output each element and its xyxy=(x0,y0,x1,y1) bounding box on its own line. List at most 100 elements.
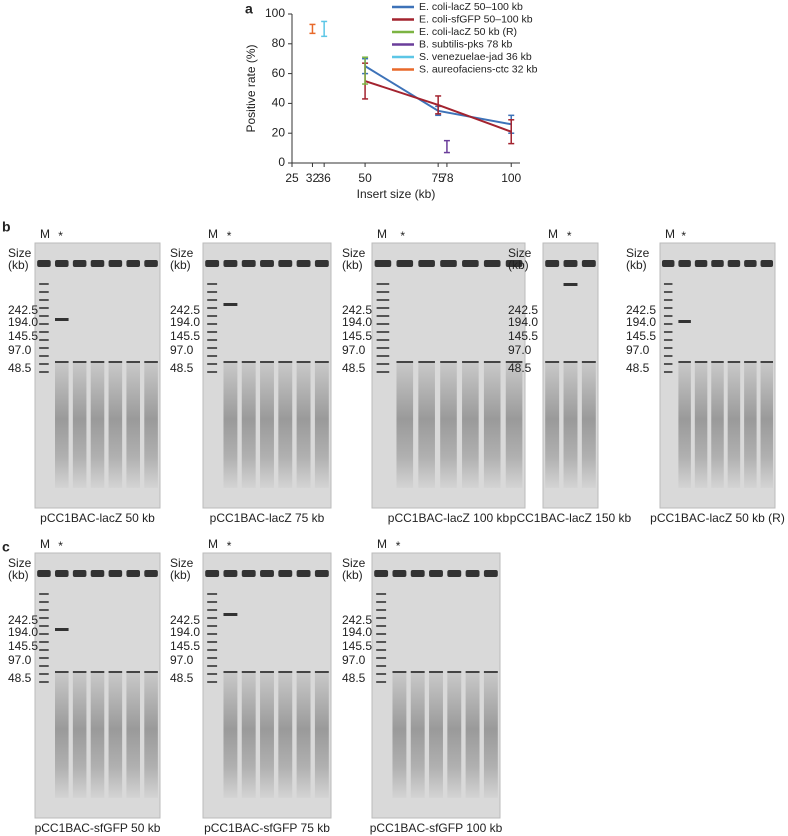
ladder-band xyxy=(39,291,49,293)
gel-band xyxy=(465,671,480,673)
gel-caption: pCC1BAC-sfGFP 100 kb xyxy=(370,821,503,835)
gel-well xyxy=(296,570,311,577)
gel-well xyxy=(55,260,69,267)
size-title: (kb) xyxy=(342,258,363,272)
ladder-band xyxy=(376,617,387,619)
ladder-band xyxy=(39,593,49,595)
gel-band xyxy=(296,361,311,363)
legend-label: E. coli-lacZ 50–100 kb xyxy=(419,1,523,13)
x-tick-label: 50 xyxy=(358,171,372,185)
ladder-band xyxy=(663,363,673,365)
gel-well xyxy=(447,570,462,577)
gel-band xyxy=(223,303,238,306)
panel-label: c xyxy=(2,539,10,555)
ladder-band xyxy=(376,299,390,301)
gel-well xyxy=(278,260,293,267)
gel-caption: pCC1BAC-lacZ 75 kb xyxy=(210,511,325,525)
size-label: 145.5 xyxy=(8,639,38,653)
size-label: 194.0 xyxy=(170,625,200,639)
gel-smear xyxy=(296,673,311,798)
gel-band xyxy=(55,628,69,631)
gel-smear xyxy=(744,363,757,488)
gel-band xyxy=(55,671,69,673)
ladder-band xyxy=(39,339,49,341)
ladder-band xyxy=(663,283,673,285)
gel-band xyxy=(483,361,501,363)
gel-well xyxy=(108,570,123,577)
gel-band xyxy=(55,318,69,321)
gel-smear xyxy=(396,363,414,488)
gel-well xyxy=(396,260,414,267)
ladder-band xyxy=(39,363,49,365)
ladder-band xyxy=(207,363,218,365)
gel-well xyxy=(144,570,158,577)
gel-well xyxy=(374,570,389,577)
ladder-band xyxy=(376,347,390,349)
ladder-band xyxy=(207,323,218,325)
gel-band xyxy=(440,361,457,363)
gel-smear xyxy=(563,363,578,488)
gel-well xyxy=(55,570,69,577)
gel-band xyxy=(447,671,462,673)
ladder-band xyxy=(663,355,673,357)
ladder-band xyxy=(207,649,218,651)
gel-band xyxy=(563,361,578,363)
gel-band xyxy=(418,361,435,363)
gel-band xyxy=(429,671,443,673)
ladder-band xyxy=(376,625,387,627)
size-label: 145.5 xyxy=(508,329,538,343)
size-label: 242.5 xyxy=(8,613,38,627)
gel-well xyxy=(260,260,274,267)
gel-smear xyxy=(505,363,523,488)
gel-caption: pCC1BAC-sfGFP 75 kb xyxy=(204,821,330,835)
gel-band xyxy=(678,320,691,323)
gel-well xyxy=(563,260,578,267)
gel-smear xyxy=(392,673,407,798)
gel-band xyxy=(563,283,578,286)
size-label: 97.0 xyxy=(170,343,194,357)
error-bar xyxy=(362,56,369,85)
size-label: 97.0 xyxy=(8,343,32,357)
gel-band xyxy=(711,361,724,363)
ladder-band xyxy=(376,665,387,667)
size-label: 242.5 xyxy=(170,303,200,317)
x-tick-label: 75 xyxy=(431,171,445,185)
gel-band xyxy=(260,671,274,673)
size-label: 97.0 xyxy=(626,343,650,357)
gel-band xyxy=(55,361,69,363)
ladder-band xyxy=(207,307,218,309)
ladder-band xyxy=(39,681,49,683)
gel-smear xyxy=(483,673,498,798)
size-title: Size xyxy=(170,246,194,260)
error-bar xyxy=(321,20,328,38)
ladder-band xyxy=(207,641,218,643)
ladder-band xyxy=(376,331,390,333)
ladder-band xyxy=(207,657,218,659)
size-label: 145.5 xyxy=(342,329,372,343)
ladder-band xyxy=(207,355,218,357)
size-label: 48.5 xyxy=(170,361,194,375)
gel-well xyxy=(108,260,123,267)
gel-well xyxy=(462,260,479,267)
size-title: (kb) xyxy=(508,258,529,272)
ladder-band xyxy=(207,665,218,667)
gel-band xyxy=(90,671,105,673)
ladder-band xyxy=(39,665,49,667)
panel-label: b xyxy=(2,219,11,235)
gel-well xyxy=(727,260,741,267)
gel-well xyxy=(241,260,256,267)
gel-well xyxy=(278,570,293,577)
gel-smear xyxy=(760,363,774,488)
ladder-band xyxy=(663,339,673,341)
gel-smear xyxy=(223,673,238,798)
gel-smear xyxy=(144,363,158,488)
gel-well xyxy=(314,570,329,577)
ladder-band xyxy=(376,593,387,595)
ladder-band xyxy=(207,633,218,635)
gel-well xyxy=(744,260,757,267)
gel-well xyxy=(483,570,498,577)
gel-band xyxy=(108,361,123,363)
gel-smear xyxy=(462,363,479,488)
y-tick-label: 20 xyxy=(272,125,286,139)
gel-smear xyxy=(418,363,435,488)
